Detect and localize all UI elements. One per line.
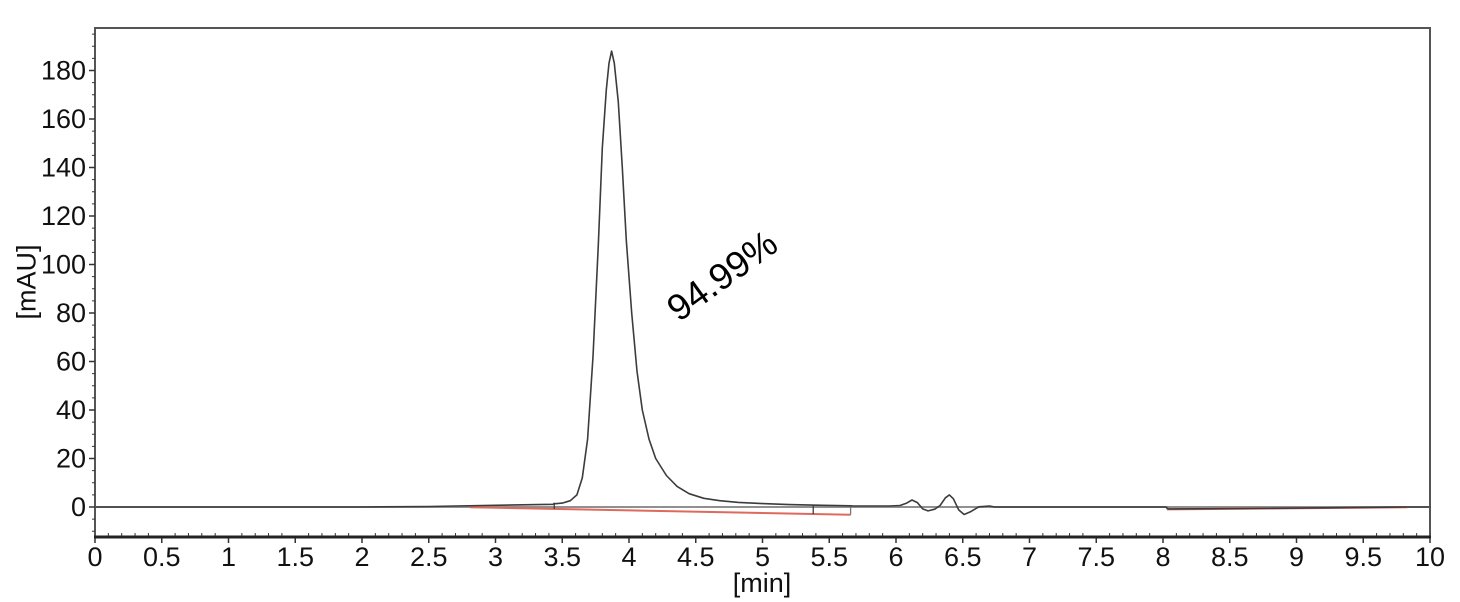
x-tick-label: 10	[1415, 542, 1445, 572]
y-tick-label: 180	[41, 56, 86, 86]
y-tick-label: 0	[71, 492, 86, 522]
y-tick-label: 20	[56, 444, 86, 474]
y-tick-label: 140	[41, 153, 86, 183]
x-tick-label: 0.5	[143, 542, 181, 572]
x-tick-label: 5	[755, 542, 770, 572]
signal-trace	[94, 50, 1431, 516]
x-tick-label: 8	[1155, 542, 1170, 572]
x-tick-label: 1	[221, 542, 236, 572]
y-tick-label: 100	[41, 250, 86, 280]
x-tick-label: 9	[1289, 542, 1304, 572]
y-tick-label: 120	[41, 201, 86, 231]
integration-baseline	[470, 506, 851, 516]
x-tick-label: 6.5	[944, 542, 982, 572]
x-tick-label: 4	[621, 542, 636, 572]
x-tick-label: 8.5	[1211, 542, 1249, 572]
x-tick-label: 2.5	[410, 542, 448, 572]
y-axis-title: [mAU]	[11, 244, 42, 320]
x-axis-title: [min]	[732, 568, 792, 598]
x-tick-label: 3.5	[543, 542, 581, 572]
x-tick-label: 7.5	[1077, 542, 1115, 572]
x-tick-label: 3	[488, 542, 503, 572]
x-tick-label: 5.5	[810, 542, 848, 572]
x-tick-label: 4.5	[677, 542, 715, 572]
x-tick-label: 1.5	[276, 542, 314, 572]
x-tick-label: 9.5	[1344, 542, 1382, 572]
y-tick-label: 160	[41, 104, 86, 134]
x-tick-label: 7	[1022, 542, 1037, 572]
x-tick-label: 6	[888, 542, 903, 572]
y-tick-label: 40	[56, 395, 86, 425]
x-tick-label: 0	[87, 542, 102, 572]
x-tick-label: 2	[354, 542, 369, 572]
plot-border	[94, 27, 1431, 538]
y-tick-label: 80	[56, 298, 86, 328]
y-tick-label: 60	[56, 347, 86, 377]
